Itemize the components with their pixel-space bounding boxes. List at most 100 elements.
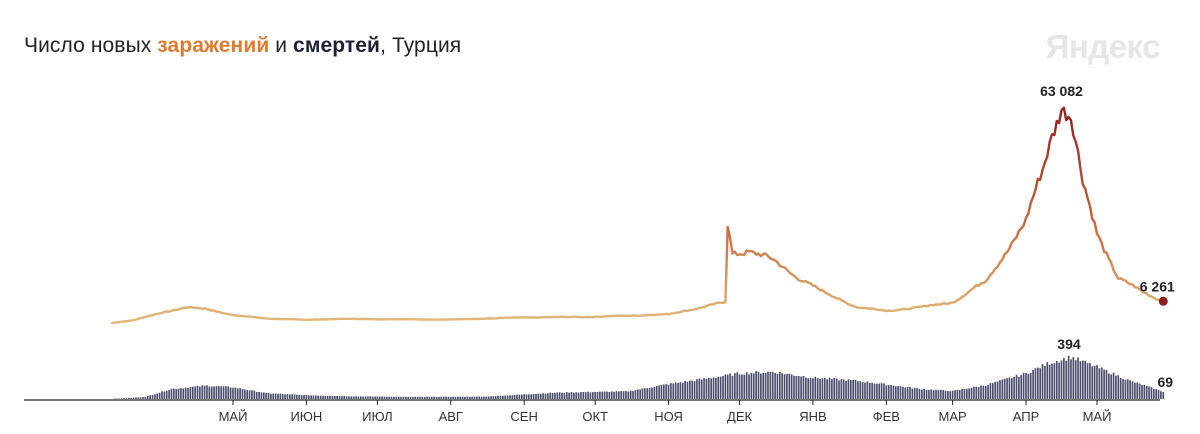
deaths-bar	[345, 396, 348, 399]
deaths-bar	[767, 371, 769, 399]
deaths-bar	[1039, 368, 1042, 399]
deaths-bar	[338, 396, 341, 399]
deaths-bar	[523, 394, 525, 399]
deaths-bar	[748, 374, 750, 399]
deaths-bar	[913, 388, 916, 399]
x-tick-label: СЕН	[510, 409, 537, 424]
deaths-bar	[1051, 363, 1053, 399]
deaths-bar	[355, 396, 357, 399]
deaths-bar	[802, 376, 805, 399]
deaths-bar	[947, 391, 949, 399]
deaths-bar	[180, 388, 182, 399]
deaths-bar	[322, 395, 324, 399]
deaths-bar	[357, 396, 360, 399]
deaths-bar	[1060, 360, 1063, 399]
deaths-bar	[305, 395, 308, 399]
deaths-bar	[764, 372, 767, 399]
deaths-bar	[288, 394, 291, 399]
deaths-bar	[826, 379, 828, 399]
deaths-bar	[123, 398, 125, 399]
deaths-bar	[665, 384, 668, 399]
deaths-bar	[1074, 360, 1077, 399]
deaths-bar	[535, 394, 537, 399]
deaths-bar	[653, 386, 656, 399]
deaths-bar	[156, 393, 159, 399]
deaths-bar	[890, 385, 892, 399]
deaths-bar	[577, 392, 580, 399]
deaths-bar	[762, 372, 765, 399]
deaths-bar	[871, 383, 873, 399]
chart-title: Число новых заражений и смертей, Турция	[24, 34, 461, 58]
deaths-bar	[705, 378, 708, 399]
deaths-bar	[736, 372, 739, 399]
deaths-bar	[989, 383, 992, 399]
deaths-bar	[719, 376, 722, 399]
deaths-bar	[544, 393, 547, 399]
deaths-bar	[738, 374, 741, 399]
deaths-bar	[1077, 357, 1079, 399]
deaths-bar	[644, 388, 646, 399]
deaths-bar	[1020, 374, 1023, 399]
deaths-bar	[866, 381, 869, 399]
deaths-bar	[1008, 377, 1011, 399]
deaths-bar	[670, 383, 672, 399]
deaths-bar	[528, 394, 530, 399]
deaths-bar	[343, 396, 346, 399]
deaths-bar	[128, 397, 130, 399]
deaths-bar	[457, 396, 459, 399]
deaths-bar	[658, 385, 660, 399]
deaths-bar	[182, 388, 185, 399]
deaths-bar	[371, 396, 374, 399]
deaths-bar	[132, 397, 135, 399]
deaths-bar	[646, 388, 649, 399]
deaths-bar	[206, 385, 208, 399]
deaths-bar	[227, 386, 230, 399]
deaths-bar	[1108, 373, 1110, 399]
deaths-bar	[833, 378, 836, 399]
deaths-bar	[1070, 359, 1072, 399]
deaths-bar	[1027, 373, 1030, 399]
deaths-bar	[452, 396, 454, 399]
deaths-bar	[520, 394, 523, 399]
deaths-bar	[1055, 361, 1058, 399]
deaths-bar	[961, 389, 963, 399]
deaths-bar	[712, 377, 715, 399]
deaths-bar	[137, 397, 140, 399]
deaths-peak-label: 394	[1057, 336, 1081, 352]
deaths-bar	[1048, 365, 1051, 399]
infections-line	[111, 106, 1165, 325]
deaths-bar	[416, 396, 419, 399]
deaths-bar	[485, 396, 488, 399]
deaths-bar	[774, 372, 776, 399]
deaths-bar	[407, 396, 409, 399]
deaths-bar	[516, 394, 518, 399]
deaths-bar	[234, 387, 237, 399]
deaths-bar	[805, 377, 807, 399]
deaths-bar	[490, 396, 492, 399]
infections-peak-label: 63 082	[1040, 83, 1083, 99]
deaths-bar	[603, 391, 606, 399]
deaths-bar	[620, 391, 623, 399]
deaths-bar	[530, 394, 533, 399]
deaths-bar	[336, 396, 338, 399]
deaths-bar	[563, 392, 566, 399]
deaths-bar	[1100, 367, 1103, 399]
deaths-bar	[625, 391, 627, 399]
deaths-bar	[717, 376, 720, 399]
deaths-bar	[963, 389, 966, 399]
deaths-bar	[909, 387, 911, 399]
deaths-bar	[556, 392, 559, 399]
deaths-bar	[225, 386, 227, 399]
deaths-bar	[1089, 362, 1091, 399]
deaths-bar	[819, 379, 821, 399]
deaths-bar	[423, 396, 426, 399]
deaths-bar	[698, 378, 701, 399]
deaths-bar	[859, 381, 862, 399]
deaths-bar	[409, 396, 412, 399]
title-deaths: смертей	[293, 34, 381, 57]
deaths-bar	[1110, 374, 1113, 399]
deaths-bar	[800, 376, 802, 399]
deaths-series	[113, 355, 1165, 399]
deaths-bar	[760, 373, 762, 399]
